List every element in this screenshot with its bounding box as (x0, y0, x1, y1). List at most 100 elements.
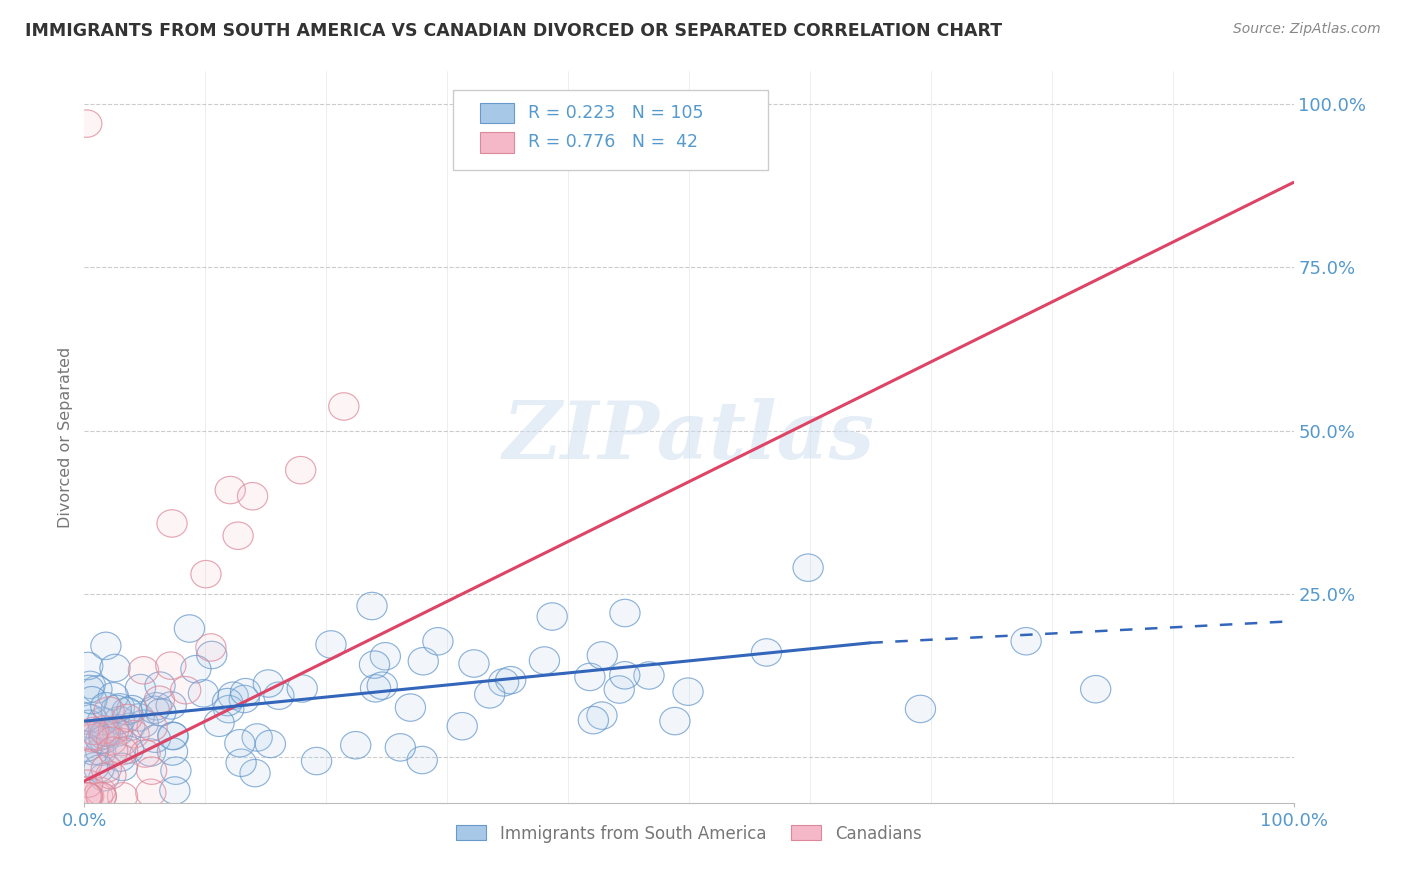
Ellipse shape (77, 723, 107, 749)
Ellipse shape (107, 782, 138, 810)
Ellipse shape (157, 723, 188, 750)
Ellipse shape (329, 392, 359, 420)
Ellipse shape (231, 679, 260, 706)
Ellipse shape (370, 642, 401, 670)
Ellipse shape (90, 719, 121, 746)
Text: IMMIGRANTS FROM SOUTH AMERICA VS CANADIAN DIVORCED OR SEPARATED CORRELATION CHAR: IMMIGRANTS FROM SOUTH AMERICA VS CANADIA… (25, 22, 1002, 40)
Ellipse shape (204, 709, 235, 737)
Ellipse shape (301, 747, 332, 775)
Ellipse shape (89, 764, 120, 791)
Ellipse shape (115, 713, 145, 740)
Ellipse shape (586, 702, 617, 730)
Ellipse shape (253, 670, 284, 698)
Ellipse shape (229, 685, 259, 713)
Ellipse shape (136, 714, 167, 741)
Ellipse shape (458, 649, 489, 677)
Ellipse shape (212, 689, 243, 715)
Text: Source: ZipAtlas.com: Source: ZipAtlas.com (1233, 22, 1381, 37)
Ellipse shape (157, 509, 187, 537)
Ellipse shape (73, 782, 103, 810)
Ellipse shape (87, 707, 118, 735)
Ellipse shape (191, 560, 221, 588)
Ellipse shape (360, 651, 389, 678)
Ellipse shape (1011, 627, 1042, 655)
Ellipse shape (181, 656, 211, 683)
Ellipse shape (93, 719, 122, 747)
Ellipse shape (160, 757, 191, 784)
Ellipse shape (751, 639, 782, 666)
Ellipse shape (141, 725, 170, 753)
Ellipse shape (90, 692, 121, 720)
Text: R = 0.223   N = 105: R = 0.223 N = 105 (529, 104, 703, 122)
Ellipse shape (136, 779, 166, 806)
Ellipse shape (91, 632, 121, 659)
Ellipse shape (174, 615, 204, 642)
Ellipse shape (340, 731, 371, 759)
Ellipse shape (238, 483, 267, 510)
Ellipse shape (145, 686, 174, 714)
FancyBboxPatch shape (479, 103, 513, 123)
Ellipse shape (215, 476, 246, 504)
Ellipse shape (160, 777, 190, 805)
Ellipse shape (488, 669, 519, 696)
Ellipse shape (128, 710, 159, 738)
Ellipse shape (107, 753, 138, 780)
Ellipse shape (129, 739, 160, 767)
Ellipse shape (96, 762, 127, 789)
Ellipse shape (72, 749, 101, 777)
Ellipse shape (97, 737, 128, 764)
Ellipse shape (75, 710, 104, 738)
Text: R = 0.776   N =  42: R = 0.776 N = 42 (529, 133, 699, 152)
Ellipse shape (89, 726, 120, 754)
Ellipse shape (124, 704, 155, 731)
Ellipse shape (120, 721, 149, 747)
Ellipse shape (98, 682, 128, 710)
Ellipse shape (136, 757, 167, 784)
Ellipse shape (367, 672, 398, 699)
Ellipse shape (135, 739, 166, 766)
Ellipse shape (79, 753, 110, 780)
Ellipse shape (226, 749, 256, 776)
Ellipse shape (98, 717, 128, 745)
Ellipse shape (395, 694, 426, 722)
Ellipse shape (285, 457, 316, 483)
Ellipse shape (316, 631, 346, 658)
Ellipse shape (529, 647, 560, 674)
Ellipse shape (408, 747, 437, 773)
Ellipse shape (605, 676, 634, 703)
Ellipse shape (72, 734, 101, 762)
Ellipse shape (104, 706, 135, 734)
Ellipse shape (100, 654, 131, 681)
Ellipse shape (423, 628, 453, 655)
Ellipse shape (103, 714, 132, 742)
Ellipse shape (242, 723, 273, 751)
Ellipse shape (73, 782, 104, 810)
Ellipse shape (537, 603, 567, 631)
Ellipse shape (84, 723, 114, 750)
Ellipse shape (170, 676, 201, 704)
Ellipse shape (72, 110, 101, 137)
Ellipse shape (83, 782, 112, 810)
Ellipse shape (188, 680, 218, 707)
Ellipse shape (360, 674, 391, 702)
Ellipse shape (86, 777, 115, 805)
Ellipse shape (79, 738, 108, 765)
Ellipse shape (139, 696, 169, 723)
Y-axis label: Divorced or Separated: Divorced or Separated (58, 346, 73, 528)
Ellipse shape (104, 694, 135, 721)
Ellipse shape (240, 759, 270, 787)
Ellipse shape (225, 730, 254, 757)
Ellipse shape (156, 691, 186, 719)
Ellipse shape (578, 706, 609, 734)
Ellipse shape (107, 729, 138, 756)
Ellipse shape (125, 674, 156, 702)
Ellipse shape (588, 641, 617, 669)
Ellipse shape (385, 733, 415, 761)
Ellipse shape (146, 698, 176, 726)
Ellipse shape (256, 731, 285, 757)
Ellipse shape (103, 719, 134, 746)
Ellipse shape (145, 672, 176, 699)
Ellipse shape (659, 707, 690, 735)
Ellipse shape (610, 599, 640, 627)
Ellipse shape (610, 662, 640, 689)
